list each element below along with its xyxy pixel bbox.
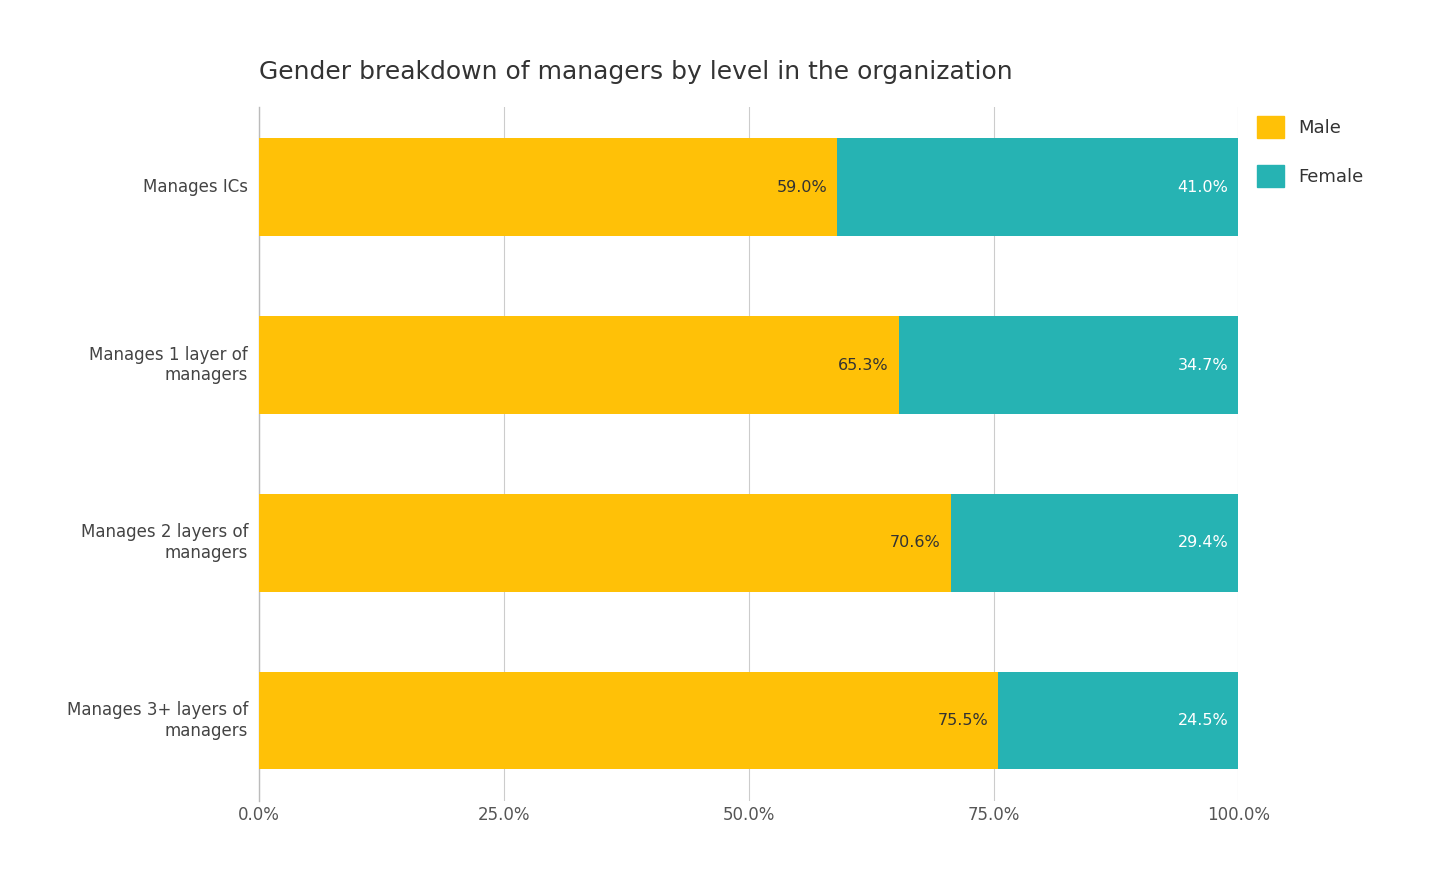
Text: 75.5%: 75.5% — [937, 713, 989, 728]
Bar — [899, 316, 1238, 414]
Text: 34.7%: 34.7% — [1178, 358, 1228, 373]
Bar — [259, 316, 899, 414]
Text: Gender breakdown of managers by level in the organization: Gender breakdown of managers by level in… — [259, 60, 1012, 84]
Bar — [998, 672, 1238, 770]
Bar — [259, 138, 837, 236]
Text: 59.0%: 59.0% — [776, 180, 827, 195]
Text: 65.3%: 65.3% — [838, 358, 888, 373]
Bar — [259, 494, 950, 592]
Text: 24.5%: 24.5% — [1178, 713, 1228, 728]
Legend: Male, Female: Male, Female — [1257, 116, 1364, 187]
Bar — [259, 672, 998, 770]
Text: 70.6%: 70.6% — [890, 535, 940, 550]
Bar — [837, 138, 1238, 236]
Text: 29.4%: 29.4% — [1178, 535, 1228, 550]
Text: 41.0%: 41.0% — [1178, 180, 1228, 195]
Bar — [950, 494, 1238, 592]
